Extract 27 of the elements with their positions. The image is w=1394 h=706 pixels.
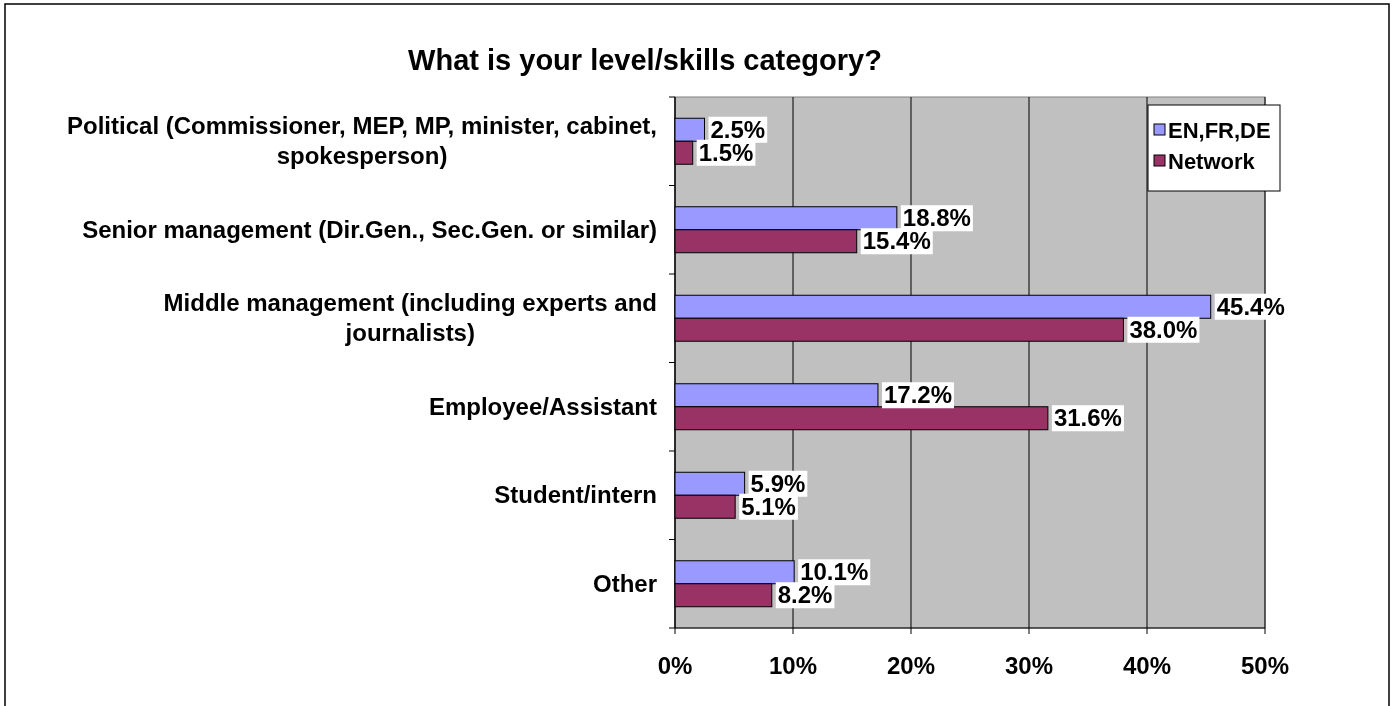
data-label: 17.2% xyxy=(883,381,953,409)
y-tick-label: Middle management (including experts and journalists) xyxy=(163,289,657,347)
data-label: 10.1% xyxy=(800,558,869,586)
data-label: 8.2% xyxy=(777,581,833,609)
x-tick-label: 50% xyxy=(1240,652,1290,679)
x-tick-label: 40% xyxy=(1122,652,1172,679)
data-label: 5.9% xyxy=(750,469,806,497)
data-label: 2.5% xyxy=(710,115,766,143)
data-label: 31.6% xyxy=(1053,404,1122,432)
data-label: 1.5% xyxy=(698,138,754,166)
y-tick-label: Political (Commissioner, MEP, MP, minister, cabinet, spokesperson) xyxy=(67,112,657,170)
legend-label: EN,FR,DE xyxy=(1168,118,1271,143)
data-label: 45.4% xyxy=(1216,292,1285,320)
x-tick-label: 0% xyxy=(657,652,693,679)
x-tick-label: 10% xyxy=(768,652,818,679)
y-tick-label: Employee/Assistant xyxy=(428,392,658,420)
data-label: 18.8% xyxy=(902,204,971,232)
y-tick-label: Senior management (Dir.Gen., Sec.Gen. or similar) xyxy=(82,215,657,243)
chart-title: What is your level/skills category? xyxy=(408,44,882,76)
x-tick-label: 30% xyxy=(1004,652,1054,679)
data-label: 5.1% xyxy=(741,492,796,520)
y-tick-label: Student/intern xyxy=(494,481,657,509)
x-tick-label: 20% xyxy=(886,652,936,679)
legend-label: Network xyxy=(1168,149,1256,174)
data-label: 15.4% xyxy=(862,227,931,255)
data-label: 38.0% xyxy=(1129,315,1198,343)
y-tick-label: Other xyxy=(592,569,657,597)
